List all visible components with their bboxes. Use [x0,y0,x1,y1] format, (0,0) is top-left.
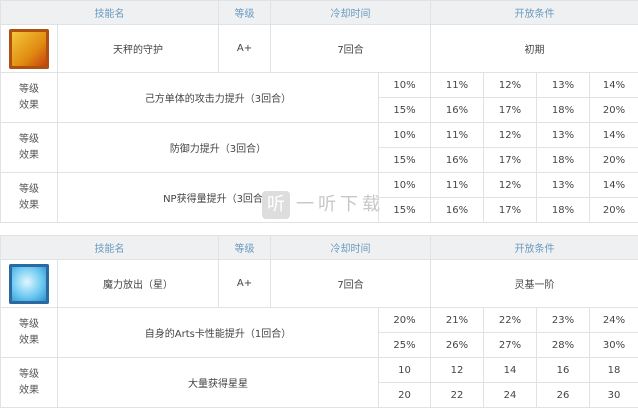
watermark: 听一听下载 [262,190,384,219]
effect-value: 30 [589,382,638,408]
effect-desc: 防御力提升（3回合） [57,122,379,173]
effect-value: 10 [378,357,431,383]
effect-row: 15% 16% 17% 18% 20% [1,97,638,123]
skill-row: 魔力放出（星） A+ 7回合 灵基一阶 [0,259,638,308]
effect-value: 23% [536,307,590,333]
effect-value: 13% [536,72,590,98]
header-cooldown: 冷却时间 [270,0,431,25]
effect-value: 27% [483,332,537,358]
effect-value: 13% [536,122,590,148]
header-name: 技能名 [0,235,219,260]
effect-value: 24% [589,307,638,333]
header-grade: 等级 [218,235,271,260]
effect-value: 12% [483,172,537,198]
effect-value: 20% [378,307,431,333]
effect-value: 12 [430,357,484,383]
effect-row: 等级 效果 己方单体的攻击力提升（3回合） 10% 11% 12% 13% 14% [0,72,638,123]
effect-value: 13% [536,172,590,198]
header-unlock: 开放条件 [430,0,638,25]
sword-shield-skill-icon [9,28,49,69]
skill-unlock: 灵基一阶 [430,259,638,308]
effect-label: 等级 效果 [0,357,58,408]
effect-value: 20% [589,97,638,123]
skill-name: 魔力放出（星） [57,259,219,308]
effect-value: 16% [430,97,484,123]
effect-value: 28% [536,332,590,358]
header-cooldown: 冷却时间 [270,235,431,260]
effect-value: 14% [589,72,638,98]
skill-grade: A+ [218,24,271,73]
effect-value: 12% [483,122,537,148]
effect-value: 24 [483,382,537,408]
effect-value: 15% [378,147,431,173]
effect-label: 等级 效果 [0,122,58,173]
effect-value: 22 [430,382,484,408]
effect-value: 21% [430,307,484,333]
skill-table: 技能名 等级 冷却时间 开放条件 魔力放出（星） A+ 7回合 灵基一阶 等级效… [0,235,638,408]
skill-name: 天秤的守护 [57,24,219,73]
effect-desc: 己方单体的攻击力提升（3回合） [57,72,379,123]
effect-desc: NP获得量提升（3回合） [57,172,379,223]
effect-value: 10% [378,72,431,98]
skill-unlock: 初期 [430,24,638,73]
effect-value: 20% [589,197,638,223]
effect-value: 26% [430,332,484,358]
effect-value: 26 [536,382,590,408]
effect-row: 20 22 24 26 30 [1,382,638,408]
effect-value: 14 [483,357,537,383]
header-unlock: 开放条件 [430,235,638,260]
effect-value: 16 [536,357,590,383]
effect-value: 17% [483,147,537,173]
effect-value: 22% [483,307,537,333]
effect-value: 17% [483,197,537,223]
effect-value: 12% [483,72,537,98]
effect-label: 等级 效果 [0,172,58,223]
effect-value: 14% [589,172,638,198]
effect-row: 等级 效果 NP获得量提升（3回合） 10% 11% 12% 13% 14% [0,172,638,223]
effect-value: 10% [378,122,431,148]
effect-value: 16% [430,147,484,173]
effect-value: 15% [378,197,431,223]
effect-value: 18 [589,357,638,383]
effect-value: 10% [378,172,431,198]
effect-value: 18% [536,147,590,173]
effect-desc: 大量获得星星 [57,357,379,408]
header-name: 技能名 [0,0,219,25]
mana-burst-star-skill-icon [9,263,49,304]
effect-value: 14% [589,122,638,148]
header-row: 技能名 等级 冷却时间 开放条件 [0,235,638,260]
effect-row: 15% 16% 17% 18% 20% [1,147,638,173]
effect-value: 11% [430,122,484,148]
effect-value: 20% [589,147,638,173]
header-grade: 等级 [218,0,271,25]
effect-row: 15% 16% 17% 18% 20% [1,197,638,223]
effect-value: 11% [430,72,484,98]
effect-value: 30% [589,332,638,358]
effect-value: 15% [378,97,431,123]
effect-value: 18% [536,197,590,223]
effect-row: 等级 效果 自身的Arts卡性能提升（1回合） 20% 21% 22% 23% 24% [0,307,638,358]
effect-value: 25% [378,332,431,358]
skill-cooldown: 7回合 [270,24,431,73]
skill-table: 技能名 等级 冷却时间 开放条件 天秤的守护 A+ 7回合 初期 等级 效果 己方… [0,0,638,223]
effect-row: 等级 效果 防御力提升（3回合） 10% 11% 12% 13% 14% [0,122,638,173]
effect-row: 25% 26% 27% 28% 30% [1,332,638,358]
skill-row: 天秤的守护 A+ 7回合 初期 [0,24,638,73]
skill-cooldown: 7回合 [270,259,431,308]
effect-value: 17% [483,97,537,123]
skill-grade: A+ [218,259,271,308]
effect-value: 18% [536,97,590,123]
effect-desc: 自身的Arts卡性能提升（1回合） [57,307,379,358]
effect-value: 16% [430,197,484,223]
effect-value: 11% [430,172,484,198]
header-row: 技能名 等级 冷却时间 开放条件 [0,0,638,25]
effect-label: 等级 效果 [0,72,58,123]
effect-value: 20 [378,382,431,408]
effect-label: 等级 效果 [0,307,58,358]
effect-row: 等级 效果 大量获得星星 10 12 14 16 18 [0,357,638,408]
